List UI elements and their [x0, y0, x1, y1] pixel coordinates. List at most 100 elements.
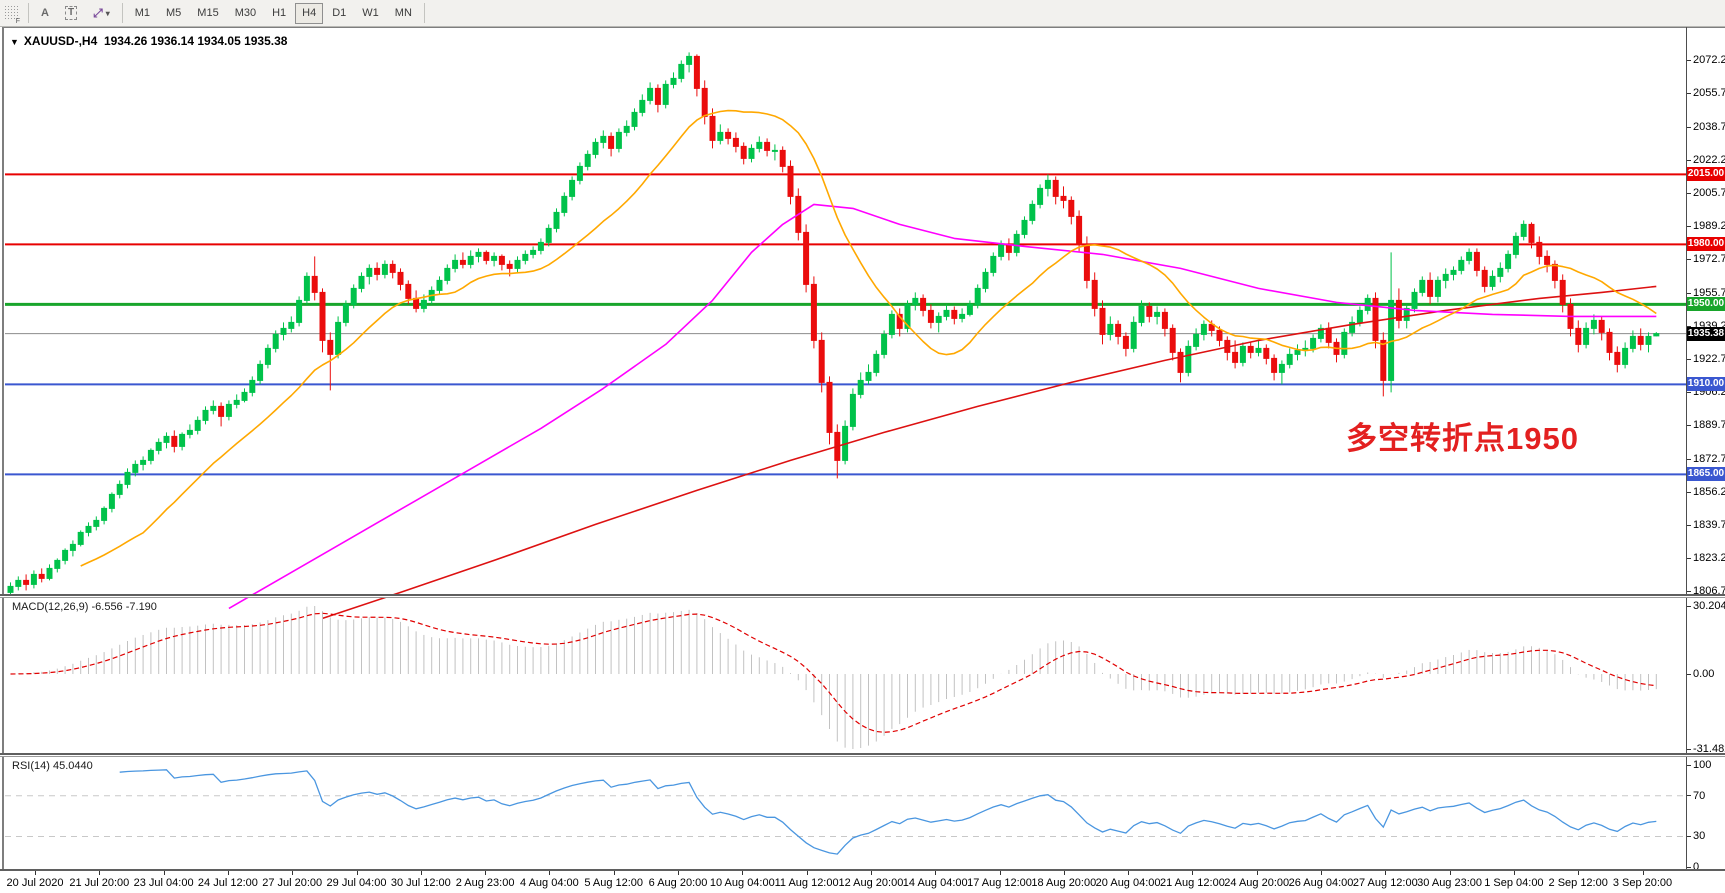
- level-price-badge: 2015.00: [1687, 167, 1725, 182]
- candle-body: [218, 405, 225, 417]
- candle-body: [1372, 297, 1379, 341]
- timeframe-button-h4[interactable]: H4: [295, 2, 324, 24]
- candle-body: [670, 77, 677, 85]
- candle-body: [600, 135, 607, 143]
- chart-text-annotation[interactable]: 多空转折点1950: [1346, 421, 1579, 456]
- candle-body: [46, 567, 53, 579]
- candle-body: [163, 435, 170, 443]
- macd-scale-tick: -31.482: [1687, 743, 1725, 755]
- timeframe-button-d1[interactable]: D1: [332, 7, 347, 19]
- time-axis-label: 23 Jul 04:00: [133, 877, 194, 889]
- candle-body: [1403, 307, 1410, 321]
- candle-body: [405, 283, 412, 299]
- candle-body: [990, 255, 997, 273]
- candle-body: [1341, 331, 1348, 355]
- candle-body: [85, 525, 92, 533]
- candle-body: [1083, 243, 1090, 281]
- candle-body: [818, 339, 825, 383]
- candle-body: [54, 559, 61, 569]
- time-axis-label: 5 Aug 12:00: [584, 877, 644, 889]
- chart-title: ▼ XAUUSD-,H4 1934.26 1936.14 1934.05 1935…: [10, 34, 287, 48]
- time-axis-label: 20 Jul 2020: [6, 877, 64, 889]
- candle-body: [1528, 223, 1535, 243]
- candle-body: [982, 271, 989, 289]
- time-axis-label: 2 Aug 23:00: [455, 877, 515, 889]
- timeframe-button-m1[interactable]: M1: [134, 7, 151, 19]
- time-axis-label: 18 Aug 20:00: [1031, 877, 1097, 889]
- candle-body: [319, 291, 326, 341]
- panel-separator-macd-rsi[interactable]: [0, 753, 1725, 757]
- time-axis-label: 24 Jul 12:00: [197, 877, 258, 889]
- bid-price-badge: 1935.38: [1687, 326, 1725, 341]
- candle-body: [732, 137, 739, 147]
- candle-body: [459, 259, 466, 265]
- chart-window[interactable]: [2, 27, 1725, 872]
- candle-body: [179, 433, 186, 447]
- macd-scale-tick: 30.204: [1687, 600, 1725, 612]
- candle-body: [974, 287, 981, 305]
- candle-body: [452, 259, 459, 269]
- candle-body: [1458, 259, 1465, 271]
- candle-body: [30, 573, 37, 585]
- time-axis-label: 10 Aug 04:00: [709, 877, 775, 889]
- rsi-line: [119, 769, 1657, 855]
- candle-body: [608, 135, 615, 149]
- time-axis-label: 1 Sep 04:00: [1484, 877, 1544, 889]
- timeframe-button-w1[interactable]: W1: [362, 7, 379, 19]
- candle-body: [1427, 279, 1434, 297]
- level-price-badge: 1910.00: [1687, 377, 1725, 392]
- candle-body: [693, 55, 700, 89]
- candle-body: [779, 149, 786, 167]
- timeframe-button-m30[interactable]: M30: [234, 7, 257, 19]
- candle-body: [467, 255, 474, 265]
- time-axis-label: 26 Aug 04:00: [1288, 877, 1354, 889]
- candle-body: [15, 579, 22, 587]
- candle-body: [296, 299, 303, 323]
- candle-body: [561, 195, 568, 213]
- candle-body: [1052, 179, 1059, 197]
- candle-body: [959, 313, 966, 319]
- candle-body: [257, 363, 264, 381]
- timeframe-button-group: M1 M5 M15 M30 H1 H4 D1 W1 MN: [127, 2, 420, 24]
- time-axis-tick: [1256, 871, 1258, 875]
- timeframe-button-m5[interactable]: M5: [166, 7, 182, 19]
- cycle-lines-button[interactable]: ⤢ ▾: [86, 3, 117, 24]
- candle-body: [1060, 195, 1067, 201]
- candle-body: [1559, 279, 1566, 305]
- rsi-scale-tick: 30: [1687, 830, 1725, 842]
- candle-body: [631, 111, 638, 127]
- text-box-button[interactable]: T: [58, 3, 84, 24]
- candle-body: [756, 141, 763, 149]
- text-label-button[interactable]: A: [41, 7, 49, 19]
- candle-body: [1598, 319, 1605, 333]
- candle-body: [569, 179, 576, 197]
- candle-body: [998, 243, 1005, 257]
- time-axis-tick: [1128, 871, 1130, 875]
- time-axis-label: 2 Sep 12:00: [1548, 877, 1608, 889]
- candle-body: [740, 145, 747, 159]
- candle-body: [1271, 357, 1278, 373]
- candle-body: [1583, 327, 1590, 345]
- candle-body: [225, 403, 232, 417]
- candle-body: [1497, 267, 1504, 277]
- collapse-triangle-icon[interactable]: ▼: [10, 37, 19, 47]
- indicator-grid-icon[interactable]: F: [4, 5, 20, 25]
- time-axis-tick: [227, 871, 229, 875]
- candle-body: [647, 87, 654, 101]
- timeframe-button-m15[interactable]: M15: [197, 7, 219, 19]
- candle-body: [186, 429, 193, 435]
- panel-separator-main-macd[interactable]: [0, 594, 1725, 598]
- candle-body: [803, 231, 810, 285]
- candle-body: [545, 227, 552, 243]
- timeframe-button-mn[interactable]: MN: [394, 7, 412, 19]
- toolbar-separator: [423, 3, 425, 23]
- candle-body: [1068, 199, 1075, 217]
- candle-body: [194, 419, 201, 431]
- time-axis[interactable]: 20 Jul 2020 21 Jul 20:00 23 Jul 04:00 24 Ju…: [0, 869, 1725, 893]
- timeframe-button-h1[interactable]: H1: [272, 7, 287, 19]
- candle-body: [1286, 353, 1293, 365]
- time-axis-label: 29 Jul 04:00: [326, 877, 387, 889]
- candle-body: [303, 275, 310, 301]
- candle-body: [1325, 327, 1332, 343]
